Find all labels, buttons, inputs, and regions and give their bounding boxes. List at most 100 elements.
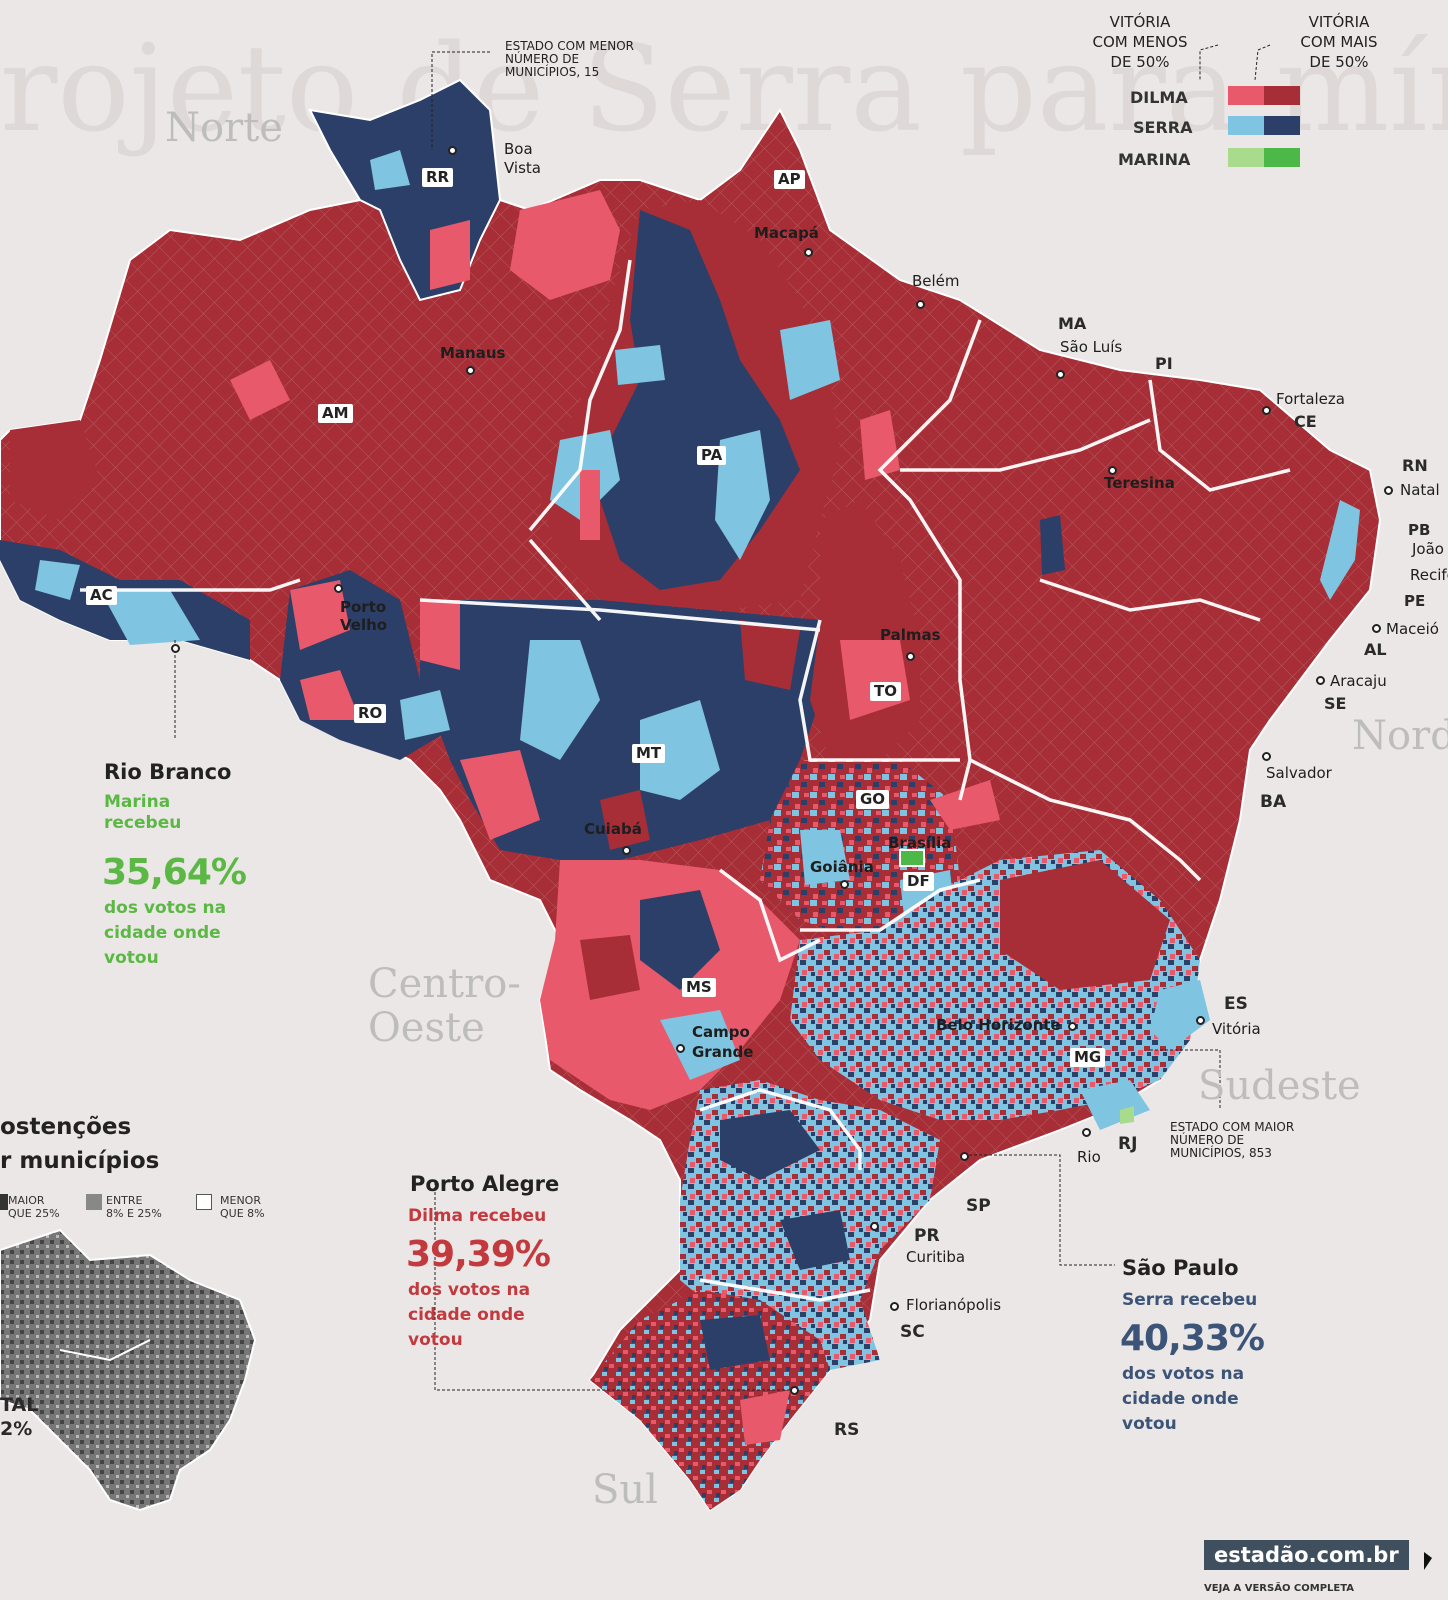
legend-column-less-50: VITÓRIA COM MENOS DE 50% — [1092, 13, 1188, 71]
state-label-am: AM — [318, 404, 353, 423]
state-label-ma: MA — [1058, 314, 1087, 333]
city-label-manaus: Manaus — [440, 344, 506, 362]
capital-marker-rio — [1082, 1128, 1091, 1137]
legend-label-serra: SERRA — [1133, 118, 1193, 137]
state-label-ms: MS — [682, 978, 716, 997]
capital-marker-macapa — [804, 248, 813, 257]
legend-column-more-50: VITÓRIA COM MAIS DE 50% — [1300, 13, 1378, 71]
capital-marker-porto-velho — [334, 584, 343, 593]
state-label-rr: RR — [422, 168, 454, 187]
callout-text: dos votos na cidade onde votou — [1122, 1364, 1245, 1434]
state-label-al: AL — [1364, 640, 1387, 659]
state-label-ro: RO — [354, 704, 387, 723]
capital-marker-manaus — [466, 366, 475, 375]
region-label-centro-oeste: Centro- Oeste — [368, 961, 521, 1051]
abstention-swatch-mid — [86, 1194, 102, 1210]
capital-marker-belo-horizonte — [1068, 1022, 1077, 1031]
city-label-campo-grande: Campo Grande — [692, 1023, 754, 1061]
state-label-pe: PE — [1404, 592, 1426, 610]
capital-marker-campo-grande — [676, 1044, 685, 1053]
region-label-norte: Norte — [165, 105, 283, 151]
state-label-sc: SC — [900, 1322, 925, 1342]
city-label-macapa: Macapá — [754, 224, 819, 242]
callout-percentage: 35,64% — [102, 852, 247, 893]
state-label-to: TO — [870, 682, 901, 701]
capital-marker-rio-branco — [171, 644, 180, 653]
state-label-ce: CE — [1294, 412, 1317, 431]
callout-text: dos votos na cidade onde votou — [104, 898, 227, 968]
state-label-pr: PR — [914, 1226, 940, 1246]
city-label-florianopolis: Florianópolis — [906, 1296, 1002, 1314]
capital-marker-florianopolis — [890, 1302, 899, 1311]
city-label-aracaju: Aracaju — [1330, 672, 1387, 690]
capital-marker-salvador — [1262, 752, 1271, 761]
legend-swatch-marina-light — [1228, 148, 1264, 167]
note-min-municipalities: ESTADO COM MENOR NÚMERO DE MUNICÍPIOS, 1… — [505, 39, 634, 79]
city-label-boa-vista: Boa Vista — [504, 140, 541, 177]
callout-title: Porto Alegre — [410, 1172, 560, 1196]
abstention-key-low: MENOR QUE 8% — [220, 1194, 265, 1220]
callout-text: Dilma recebeu — [408, 1206, 547, 1226]
callout-text: Marina recebeu — [104, 792, 182, 833]
abstention-swatch-high — [0, 1194, 8, 1210]
state-label-ap: AP — [774, 170, 805, 189]
abstention-title-line2: r municípios — [0, 1148, 160, 1174]
callout-percentage: 40,33% — [1120, 1318, 1265, 1359]
svg-text:rojeto de Serra para mínimo: rojeto de Serra para mínimo — [0, 20, 1448, 159]
city-label-belo-horizonte: Belo Horizonte — [936, 1016, 1061, 1034]
capital-marker-sao-paulo — [960, 1152, 969, 1161]
city-label-cuiaba: Cuiabá — [584, 820, 642, 838]
capital-marker-aracaju — [1316, 676, 1325, 685]
state-label-ac: AC — [86, 586, 117, 605]
legend-swatch-serra-dark — [1264, 116, 1300, 135]
site-cta: VEJA A VERSÃO COMPLETA — [1204, 1583, 1355, 1594]
capital-marker-vitoria — [1196, 1016, 1205, 1025]
state-label-se: SE — [1324, 694, 1347, 713]
city-label-belem: Belém — [912, 272, 960, 290]
abstention-total-label: TAL — [0, 1394, 39, 1416]
state-label-ba: BA — [1260, 792, 1287, 812]
capital-marker-boa-vista — [448, 146, 457, 155]
legend-swatch-dilma-light — [1228, 86, 1264, 105]
capital-marker-belem — [916, 300, 925, 309]
state-label-mt: MT — [632, 744, 666, 763]
state-label-rj: RJ — [1118, 1134, 1138, 1154]
callout-title: São Paulo — [1122, 1256, 1239, 1280]
city-label-maceio: Maceió — [1386, 620, 1439, 638]
abstention-total-value: 2% — [0, 1418, 33, 1440]
capital-marker-natal — [1384, 486, 1393, 495]
legend-swatch-serra-light — [1228, 116, 1264, 135]
legend-swatch-marina-dark — [1264, 148, 1300, 167]
capital-marker-palmas — [906, 652, 915, 661]
cursor-icon — [1424, 1552, 1432, 1570]
callout-text: Serra recebeu — [1122, 1290, 1258, 1310]
legend-label-marina: MARINA — [1118, 150, 1191, 169]
state-label-rs: RS — [834, 1420, 860, 1440]
state-label-go: GO — [856, 790, 890, 809]
site-link-badge[interactable]: estadão.com.br — [1204, 1540, 1409, 1570]
state-label-mg: MG — [1070, 1048, 1106, 1067]
region-label-nordeste: Nord — [1352, 713, 1448, 759]
city-label-natal: Natal — [1400, 481, 1440, 499]
capital-marker-goiania — [840, 880, 849, 889]
city-label-palmas: Palmas — [880, 626, 941, 644]
state-label-rn: RN — [1402, 456, 1428, 475]
city-label-porto-velho: Porto Velho — [340, 598, 388, 634]
abstention-swatch-low — [196, 1194, 212, 1210]
capital-marker-sao-luis — [1056, 370, 1065, 379]
callout-percentage: 39,39% — [406, 1234, 551, 1275]
note-max-municipalities: ESTADO COM MAIOR NÚMERO DE MUNICÍPIOS, 8… — [1170, 1120, 1295, 1160]
capital-marker-cuiaba — [622, 846, 631, 855]
city-label-fortaleza: Fortaleza — [1276, 390, 1345, 408]
callout-title: Rio Branco — [104, 760, 232, 784]
city-label-teresina: Teresina — [1104, 474, 1175, 492]
region-label-sudeste: Sudeste — [1198, 1063, 1361, 1109]
state-label-sp: SP — [966, 1196, 991, 1216]
capital-marker-maceio — [1372, 624, 1381, 633]
city-label-brasilia: Brasília — [888, 834, 952, 852]
city-label-curitiba: Curitiba — [906, 1248, 966, 1266]
city-label-vitoria: Vitória — [1212, 1020, 1261, 1038]
abstention-key-mid: ENTRE 8% E 25% — [106, 1194, 162, 1220]
state-label-es: ES — [1224, 994, 1248, 1014]
